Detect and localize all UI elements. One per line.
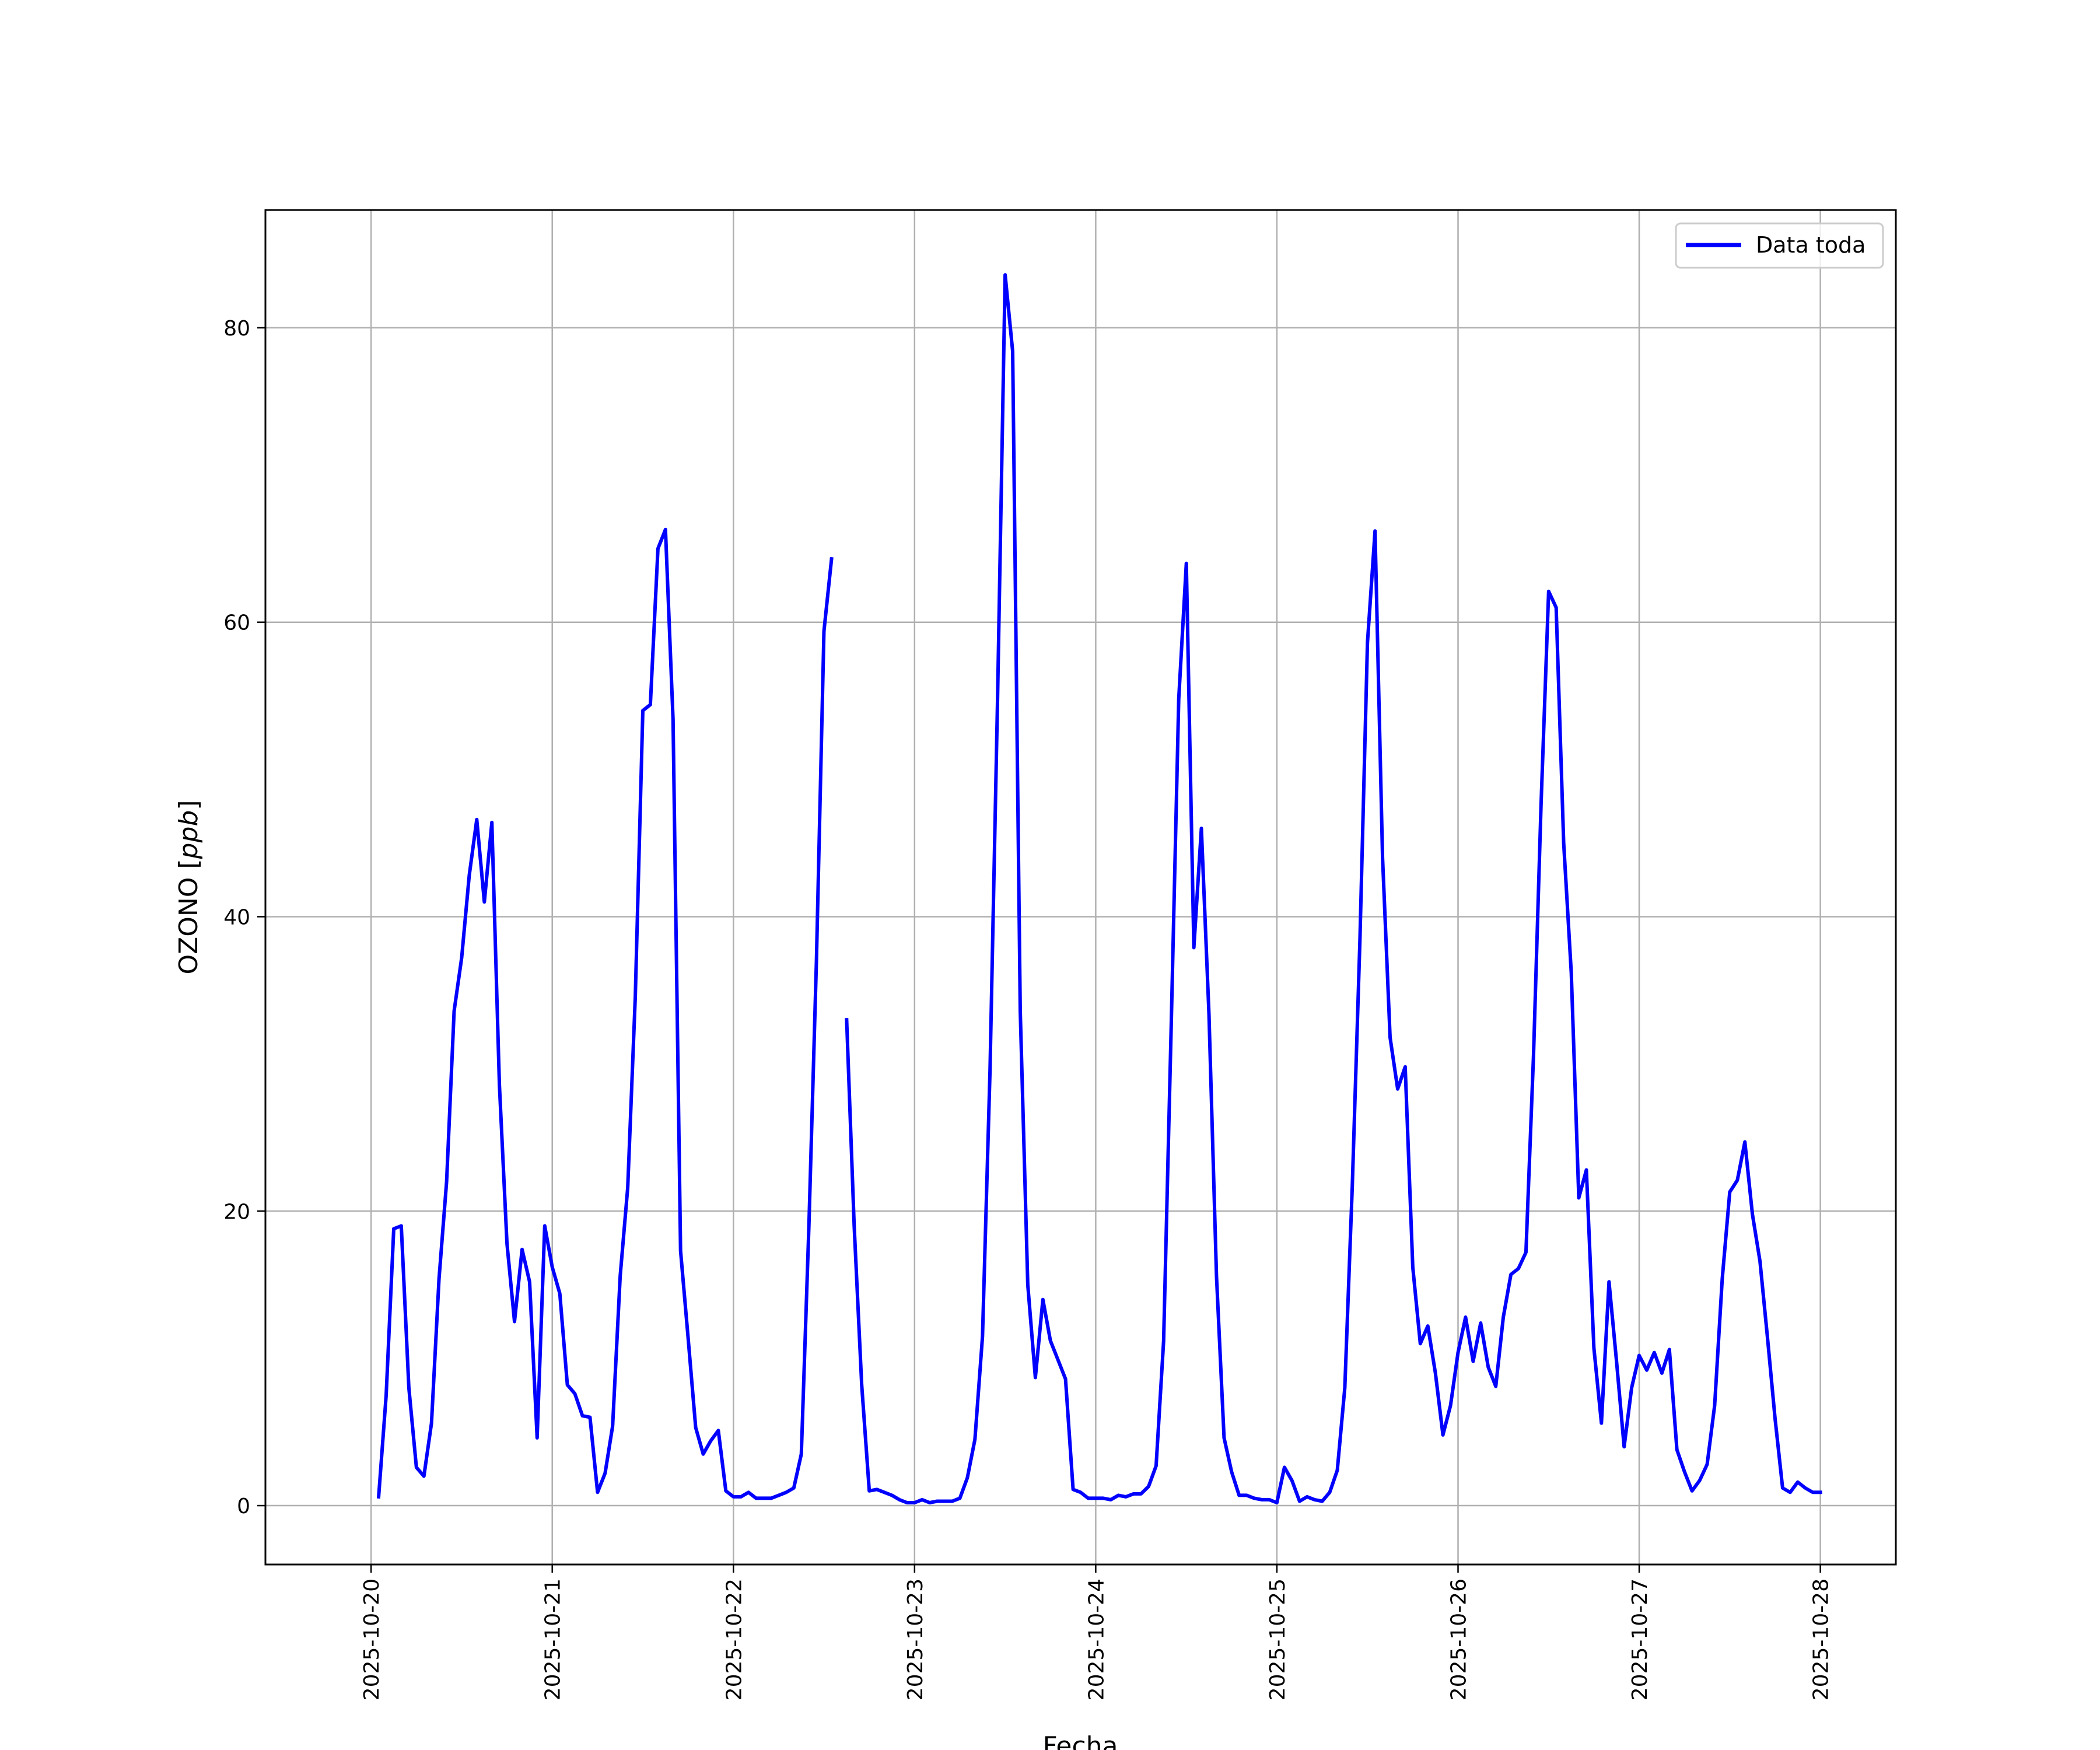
grid <box>265 210 1896 1564</box>
plot-frame <box>264 209 1897 1566</box>
x-tick-label: 2025-10-28 <box>1810 1578 1833 1700</box>
y-tick-label: 0 <box>237 1494 250 1518</box>
legend-label: Data toda <box>1756 232 1866 258</box>
x-tick-label: 2025-10-20 <box>360 1578 384 1700</box>
y-axis-label: OZONO [ppb] <box>174 800 204 974</box>
x-axis-ticks: 2025-10-20 2025-10-21 2025-10-22 2025-10-23… <box>360 1564 1833 1700</box>
x-axis-label: Fecha <box>1042 1731 1118 1750</box>
y-tick-label: 40 <box>223 905 250 929</box>
x-tick-label: 2025-10-27 <box>1628 1578 1652 1700</box>
y-tick-label: 80 <box>223 317 250 341</box>
x-tick-label: 2025-10-26 <box>1447 1578 1471 1700</box>
series-line-data-toda <box>376 527 834 1500</box>
series-line-data-toda <box>845 273 1822 1504</box>
y-tick-label: 60 <box>223 611 250 635</box>
x-tick-label: 2025-10-21 <box>541 1578 565 1700</box>
y-tick-label: 20 <box>223 1200 250 1224</box>
x-tick-label: 2025-10-22 <box>722 1578 746 1700</box>
legend: Data toda <box>1675 222 1884 269</box>
x-tick-label: 2025-10-23 <box>904 1578 928 1700</box>
x-tick-label: 2025-10-25 <box>1266 1578 1290 1700</box>
y-axis-ticks: 0 20 40 60 80 <box>223 317 265 1518</box>
data-series-layer <box>376 273 1822 1504</box>
x-tick-label: 2025-10-24 <box>1084 1578 1108 1700</box>
legend-box <box>1675 222 1884 269</box>
